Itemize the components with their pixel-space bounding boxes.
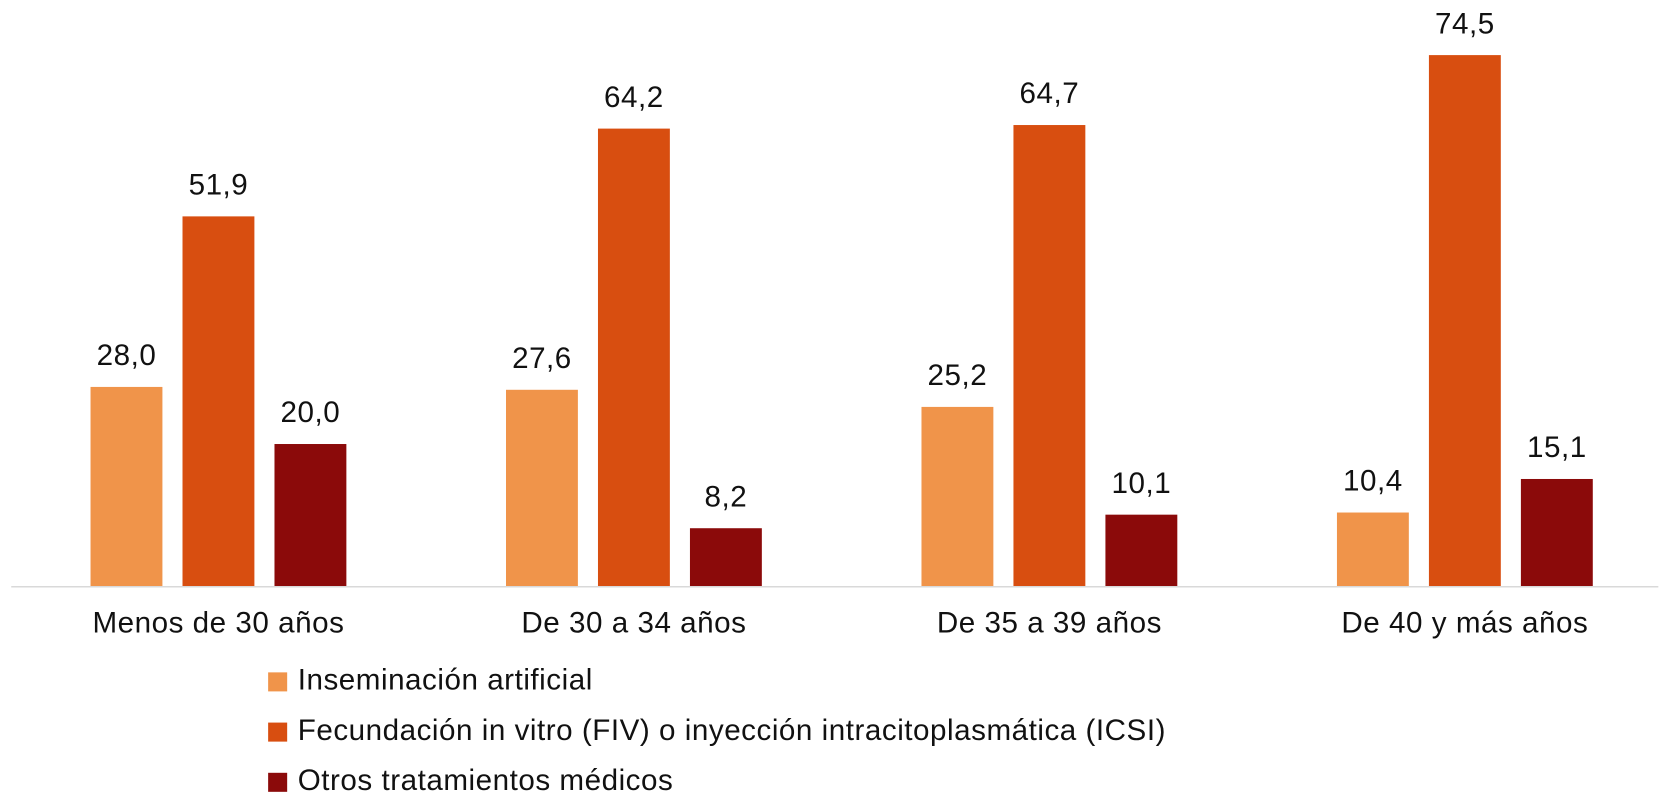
- x-tick-label: Menos de 30 años: [92, 607, 344, 640]
- bar: [1105, 514, 1178, 587]
- legend-label: Otros tratamientos médicos: [298, 764, 674, 795]
- data-label: 8,2: [705, 480, 748, 513]
- data-label: 10,1: [1112, 467, 1172, 500]
- legend-label: Inseminación artificial: [298, 664, 593, 697]
- x-tick-label: De 35 a 39 años: [937, 607, 1162, 640]
- bar: [274, 444, 347, 587]
- bar: [921, 406, 994, 587]
- legend-swatch: [268, 672, 288, 692]
- data-label: 74,5: [1435, 7, 1495, 40]
- legend-swatch: [268, 722, 288, 742]
- bar: [1520, 478, 1593, 587]
- legend-swatch: [268, 772, 288, 792]
- bar: [1428, 55, 1501, 587]
- data-label: 64,2: [604, 81, 664, 114]
- data-label: 64,7: [1020, 77, 1080, 110]
- bar: [1336, 512, 1409, 587]
- bar: [506, 389, 578, 587]
- data-label: 25,2: [928, 359, 988, 392]
- bar: [597, 128, 670, 587]
- x-tick-label: De 40 y más años: [1341, 607, 1588, 640]
- data-label: 28,0: [97, 339, 157, 372]
- bar: [182, 216, 255, 587]
- legend-label: Fecundación in vitro (FIV) o inyección i…: [298, 714, 1166, 747]
- data-label: 20,0: [281, 396, 341, 429]
- bar: [90, 386, 163, 587]
- data-label: 27,6: [512, 342, 572, 375]
- x-tick-label: De 30 a 34 años: [521, 607, 746, 640]
- data-label: 15,1: [1527, 431, 1587, 464]
- bar: [689, 528, 762, 587]
- data-label: 51,9: [189, 169, 249, 202]
- data-label: 10,4: [1343, 465, 1403, 498]
- bar: [1013, 125, 1086, 587]
